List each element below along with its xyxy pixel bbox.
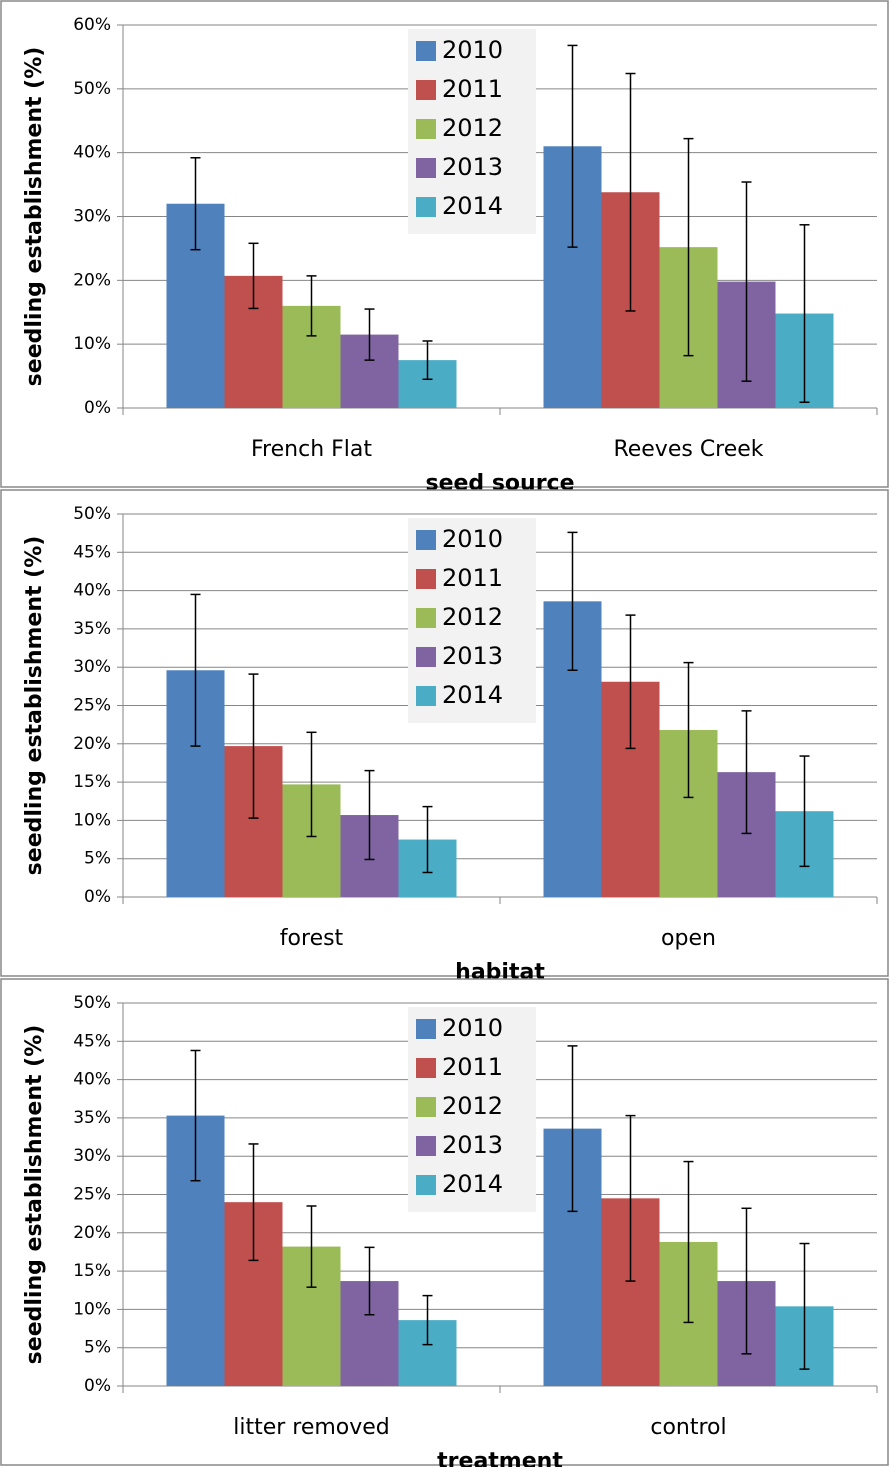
legend-label: 2011: [442, 564, 503, 592]
legend-label: 2013: [442, 642, 503, 670]
y-tick-label: 45%: [73, 1031, 111, 1051]
y-tick-label: 40%: [73, 581, 111, 601]
x-tick-label: open: [661, 926, 716, 951]
y-tick-label: 10%: [73, 1299, 111, 1319]
x-tick-label: forest: [280, 926, 344, 951]
legend-label: 2014: [442, 681, 503, 709]
x-axis-title: habitat: [455, 960, 545, 985]
x-axis-title: seed source: [425, 471, 574, 496]
legend-label: 2014: [442, 192, 503, 220]
x-axis-title: treatment: [437, 1449, 563, 1467]
y-tick-label: 20%: [73, 1223, 111, 1243]
y-tick-label: 5%: [84, 849, 111, 869]
y-tick-label: 25%: [73, 696, 111, 716]
y-tick-label: 20%: [73, 734, 111, 754]
legend-swatch: [416, 530, 436, 550]
x-tick-label: control: [650, 1415, 726, 1440]
y-tick-label: 10%: [73, 810, 111, 830]
y-tick-label: 45%: [73, 542, 111, 562]
legend-label: 2010: [442, 525, 503, 553]
legend-label: 2013: [442, 153, 503, 181]
legend-label: 2012: [442, 114, 503, 142]
legend-swatch: [416, 608, 436, 628]
legend-swatch: [416, 197, 436, 217]
legend-swatch: [416, 41, 436, 61]
y-tick-label: 35%: [73, 619, 111, 639]
y-tick-label: 35%: [73, 1108, 111, 1128]
y-tick-label: 30%: [73, 1146, 111, 1166]
legend-label: 2012: [442, 603, 503, 631]
legend-label: 2011: [442, 75, 503, 103]
y-tick-label: 0%: [84, 1376, 111, 1396]
panel-border: [0, 0, 889, 488]
y-tick-label: 25%: [73, 1185, 111, 1205]
y-tick-label: 20%: [73, 270, 111, 290]
y-tick-label: 60%: [73, 15, 111, 35]
legend-swatch: [416, 158, 436, 178]
y-tick-label: 0%: [84, 398, 111, 418]
y-axis-title: seedling establishment (%): [22, 47, 47, 387]
y-tick-label: 50%: [73, 79, 111, 99]
panel-border: [0, 489, 889, 977]
legend-label: 2011: [442, 1053, 503, 1081]
y-axis-title: seedling establishment (%): [22, 536, 47, 876]
y-tick-label: 30%: [73, 657, 111, 677]
legend-label: 2010: [442, 36, 503, 64]
panel-border: [0, 978, 889, 1466]
y-axis-title: seedling establishment (%): [22, 1025, 47, 1365]
y-tick-label: 40%: [73, 143, 111, 163]
legend-swatch: [416, 1058, 436, 1078]
x-tick-label: Reeves Creek: [613, 437, 763, 462]
legend-swatch: [416, 119, 436, 139]
y-tick-label: 15%: [73, 1261, 111, 1281]
legend-label: 2013: [442, 1131, 503, 1159]
legend-label: 2014: [442, 1170, 503, 1198]
y-tick-label: 50%: [73, 993, 111, 1013]
y-tick-label: 5%: [84, 1338, 111, 1358]
legend-swatch: [416, 647, 436, 667]
y-tick-label: 0%: [84, 887, 111, 907]
legend-swatch: [416, 1097, 436, 1117]
legend-swatch: [416, 686, 436, 706]
legend-swatch: [416, 1019, 436, 1039]
legend-swatch: [416, 1175, 436, 1195]
y-tick-label: 30%: [73, 207, 111, 227]
x-tick-label: litter removed: [233, 1415, 390, 1440]
legend-swatch: [416, 569, 436, 589]
y-tick-label: 50%: [73, 504, 111, 524]
y-tick-label: 15%: [73, 772, 111, 792]
legend-swatch: [416, 80, 436, 100]
legend-label: 2012: [442, 1092, 503, 1120]
x-tick-label: French Flat: [251, 437, 372, 462]
y-tick-label: 40%: [73, 1070, 111, 1090]
legend-label: 2010: [442, 1014, 503, 1042]
y-tick-label: 10%: [73, 334, 111, 354]
legend-swatch: [416, 1136, 436, 1156]
